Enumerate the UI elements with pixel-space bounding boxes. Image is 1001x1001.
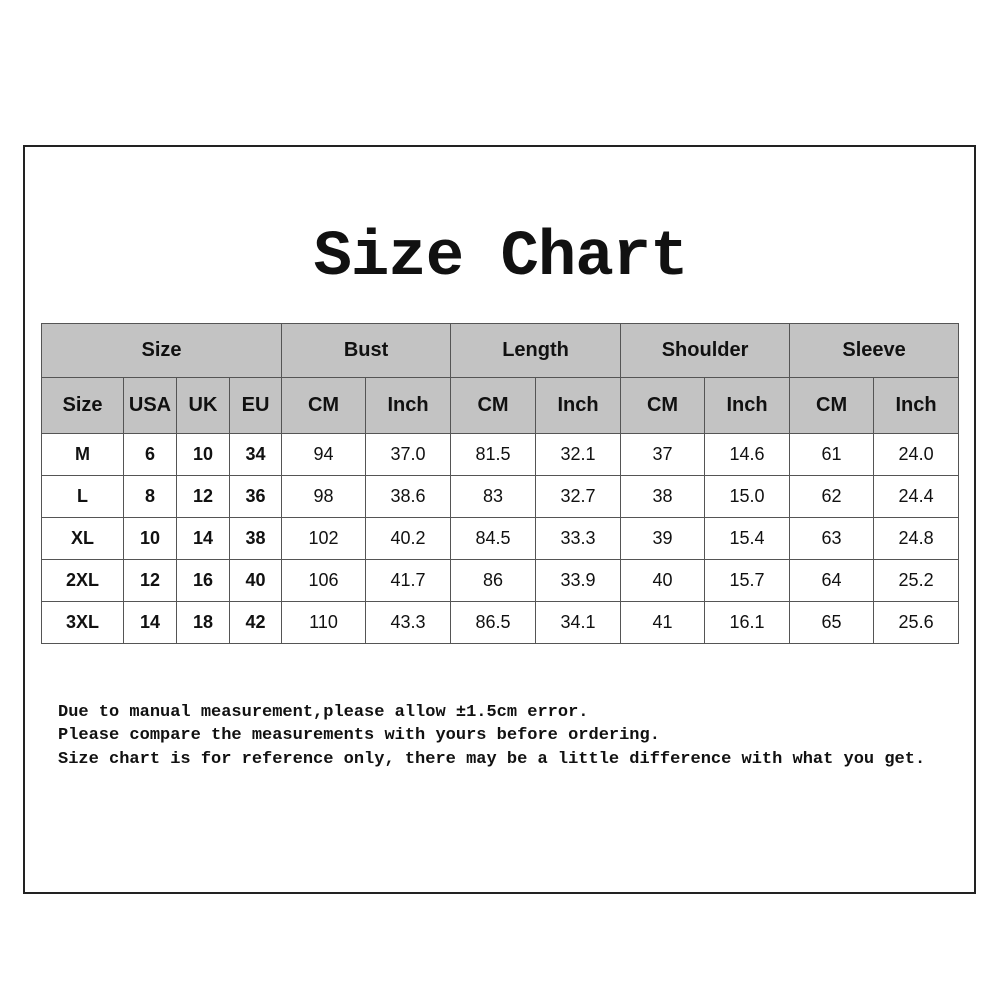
- table-cell: 38: [228, 517, 283, 560]
- table-cell: 10: [123, 517, 177, 560]
- table-cell: 36: [228, 475, 283, 518]
- table-cell: 40.2: [365, 517, 452, 560]
- table-cell: M: [41, 433, 124, 476]
- table-cell: 94: [281, 433, 367, 476]
- table-cell: 86: [450, 559, 537, 602]
- column-header: CM: [281, 377, 367, 434]
- table-cell: 65: [789, 601, 875, 644]
- page-title: Size Chart: [313, 222, 688, 294]
- table-cell: 37: [620, 433, 706, 476]
- column-header: CM: [620, 377, 706, 434]
- table-cell: 106: [281, 559, 367, 602]
- table-cell: 41.7: [365, 559, 452, 602]
- table-cell: 12: [176, 475, 230, 518]
- table-cell: 3XL: [41, 601, 124, 644]
- table-cell: 38.6: [365, 475, 452, 518]
- table-cell: 14: [176, 517, 230, 560]
- table-cell: 98: [281, 475, 367, 518]
- table-cell: 32.7: [535, 475, 622, 518]
- table-cell: 15.4: [704, 517, 791, 560]
- group-header-row: Size Bust Length Shoulder Sleeve: [40, 323, 960, 378]
- group-header: Sleeve: [789, 323, 960, 378]
- table-cell: 25.2: [873, 559, 960, 602]
- table-cell: 8: [123, 475, 177, 518]
- table-cell: 83: [450, 475, 537, 518]
- table-cell: 32.1: [535, 433, 622, 476]
- table-cell: 33.3: [535, 517, 622, 560]
- table-cell: 61: [789, 433, 875, 476]
- column-header: CM: [789, 377, 875, 434]
- table-cell: 34.1: [535, 601, 622, 644]
- table-cell: 37.0: [365, 433, 452, 476]
- table-cell: 24.0: [873, 433, 960, 476]
- column-header: Inch: [704, 377, 791, 434]
- table-cell: 41: [620, 601, 706, 644]
- table-cell: L: [41, 475, 124, 518]
- table-cell: 62: [789, 475, 875, 518]
- table-cell: 34: [228, 433, 283, 476]
- table-cell: 86.5: [450, 601, 537, 644]
- size-table: Size Bust Length Shoulder Sleeve Size USA…: [40, 323, 960, 644]
- sub-header-row: Size USA UK EU CM Inch CM Inch CM Inch CM Inch: [41, 377, 960, 434]
- table-cell: 15.0: [704, 475, 791, 518]
- column-header: EU: [228, 377, 283, 434]
- table-row: L 8 12 36 98 38.6 83 32.7 38 15.0 62 24.4: [41, 475, 960, 518]
- table-cell: 64: [789, 559, 875, 602]
- note-line: Size chart is for reference only, there …: [58, 749, 926, 769]
- table-cell: 84.5: [450, 517, 537, 560]
- table-cell: 15.7: [704, 559, 791, 602]
- table-cell: 110: [281, 601, 367, 644]
- table-cell: 25.6: [873, 601, 960, 644]
- table-cell: 81.5: [450, 433, 537, 476]
- table-cell: 42: [228, 601, 283, 644]
- column-header: Inch: [873, 377, 960, 434]
- table-cell: 40: [228, 559, 283, 602]
- table-cell: 16.1: [704, 601, 791, 644]
- table-cell: 12: [123, 559, 177, 602]
- table-cell: 33.9: [535, 559, 622, 602]
- table-row: 3XL 14 18 42 110 43.3 86.5 34.1 41 16.1 65 25.6: [41, 601, 960, 644]
- note-line: Please compare the measurements with you…: [58, 726, 660, 745]
- table-cell: 39: [620, 517, 706, 560]
- column-header: Inch: [535, 377, 622, 434]
- table-cell: 102: [281, 517, 367, 560]
- table-cell: 40: [620, 559, 706, 602]
- table-cell: 38: [620, 475, 706, 518]
- group-header: Size: [40, 323, 283, 378]
- table-cell: 63: [789, 517, 875, 560]
- column-header: Size: [41, 377, 124, 434]
- table-row: 2XL 12 16 40 106 41.7 86 33.9 40 15.7 64 25.2: [41, 559, 960, 602]
- column-header: UK: [176, 377, 230, 434]
- table-row: XL 10 14 38 102 40.2 84.5 33.3 39 15.4 63 24.8: [41, 517, 960, 560]
- column-header: USA: [123, 377, 177, 434]
- group-header: Bust: [281, 323, 452, 378]
- notes: Due to manual measurement,please allow ±…: [58, 677, 925, 771]
- table-cell: 18: [176, 601, 230, 644]
- group-header: Length: [450, 323, 622, 378]
- table-cell: 14: [123, 601, 177, 644]
- note-line: Due to manual measurement,please allow ±…: [58, 702, 589, 722]
- table-row: M 6 10 34 94 37.0 81.5 32.1 37 14.6 61 24.0: [41, 433, 960, 476]
- column-header: CM: [450, 377, 537, 434]
- table-cell: 43.3: [365, 601, 452, 644]
- table-cell: 6: [123, 433, 177, 476]
- table-cell: 16: [176, 559, 230, 602]
- column-header: Inch: [365, 377, 452, 434]
- table-cell: 14.6: [704, 433, 791, 476]
- chart-frame: [23, 145, 976, 894]
- table-cell: 10: [176, 433, 230, 476]
- table-cell: 2XL: [41, 559, 124, 602]
- table-cell: XL: [41, 517, 124, 560]
- group-header: Shoulder: [620, 323, 791, 378]
- table-cell: 24.4: [873, 475, 960, 518]
- table-cell: 24.8: [873, 517, 960, 560]
